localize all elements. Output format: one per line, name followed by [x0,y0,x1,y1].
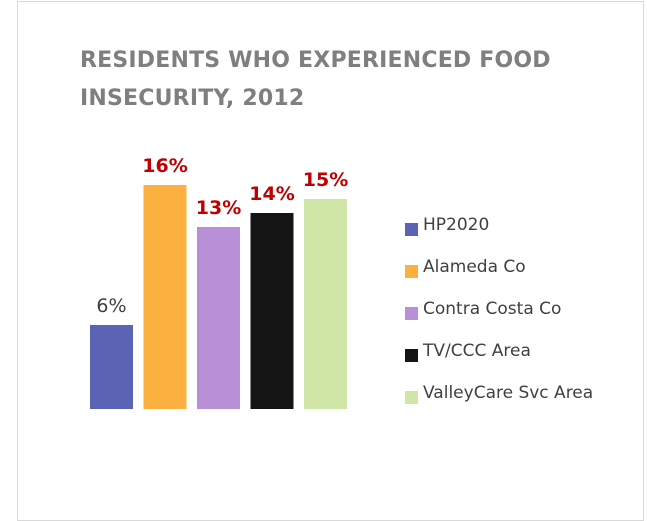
bar-valleycare-svc-area [304,199,347,409]
legend-swatch [405,391,418,404]
bar-hp2020 [90,325,133,409]
legend-swatch [405,307,418,320]
legend-label: Contra Costa Co [423,299,562,319]
data-label: 6% [96,295,126,317]
legend-swatch [405,223,418,236]
bar-contra-costa-co [197,227,240,409]
chart-title: RESIDENTS WHO EXPERIENCED FOOD INSECURIT… [80,48,551,111]
data-label: 13% [196,197,241,219]
legend-swatch [405,349,418,362]
data-label: 16% [142,155,187,177]
data-label: 15% [303,169,348,191]
legend-label: HP2020 [423,215,490,235]
bar-alameda-co [143,185,187,409]
bar-tv-ccc-area [250,213,294,409]
data-label: 14% [249,183,294,205]
legend-label: ValleyCare Svc Area [423,383,594,403]
legend-swatch [405,265,418,278]
legend-label: TV/CCC Area [423,341,531,361]
legend-label: Alameda Co [423,257,526,277]
